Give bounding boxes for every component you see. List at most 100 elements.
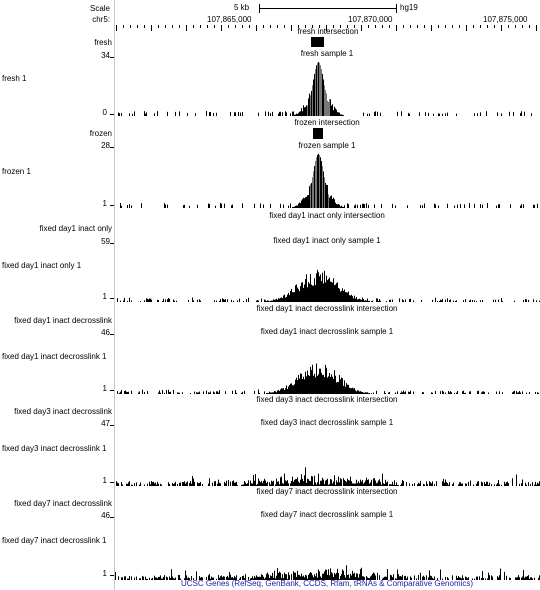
signal-bar: [501, 484, 502, 486]
sample-label[interactable]: fresh sample 1: [300, 49, 354, 58]
intersection-block[interactable]: [311, 37, 324, 47]
signal-bar: [260, 577, 261, 580]
signal-bar: [264, 299, 265, 302]
signal-bar: [354, 295, 355, 302]
signal-bar: [429, 481, 430, 486]
signal-bar: [395, 578, 396, 580]
signal-bar: [497, 112, 498, 116]
signal-bar: [147, 483, 148, 486]
intersection-label[interactable]: fixed day7 inact decrosslink intersectio…: [256, 487, 398, 496]
signal-bar: [327, 478, 328, 486]
track-short-label[interactable]: fixed day1 inact only: [39, 224, 113, 233]
signal-bar: [184, 204, 185, 208]
intersection-label[interactable]: fixed day1 inact decrosslink intersectio…: [256, 304, 398, 313]
signal-bar: [437, 301, 438, 302]
signal-track-fresh[interactable]: [115, 58, 540, 116]
signal-bar: [324, 571, 325, 580]
intersection-label[interactable]: fixed day1 inact only intersection: [269, 211, 385, 220]
signal-bar: [333, 110, 334, 116]
track-short-label[interactable]: frozen: [89, 129, 112, 138]
signal-bar: [167, 111, 168, 116]
signal-bar: [285, 111, 286, 116]
signal-bar: [369, 300, 370, 302]
intersection-label[interactable]: fixed day3 inact decrosslink intersectio…: [256, 395, 398, 404]
ucsc-genes-link[interactable]: UCSC Genes (RefSeq, GenBank, CCDS, Rfam,…: [180, 579, 474, 588]
sample-label[interactable]: fixed day3 inact decrosslink sample 1: [260, 418, 394, 427]
signal-bar: [219, 300, 220, 302]
signal-bar: [358, 481, 359, 486]
signal-bar: [529, 392, 530, 394]
signal-bar: [157, 578, 158, 580]
track-long-label[interactable]: fresh 1: [2, 74, 27, 83]
signal-bar: [199, 482, 200, 486]
sample-label[interactable]: fixed day7 inact decrosslink sample 1: [260, 510, 394, 519]
signal-bar: [176, 300, 177, 302]
signal-bar: [334, 106, 335, 116]
sample-label[interactable]: fixed day1 inact only sample 1: [273, 236, 381, 245]
signal-bar: [134, 483, 135, 486]
signal-bar: [496, 391, 497, 394]
sample-label[interactable]: frozen sample 1: [298, 141, 356, 150]
track-short-label[interactable]: fixed day3 inact decrosslink: [14, 407, 112, 416]
signal-bar: [197, 482, 198, 486]
track-long-label[interactable]: fixed day7 inact decrosslink 1: [2, 536, 107, 545]
intersection-label[interactable]: fresh intersection: [297, 27, 359, 36]
position-label-2: 107,870,000: [348, 15, 393, 24]
signal-bar: [330, 99, 331, 116]
signal-bar: [201, 577, 202, 580]
signal-bar: [488, 572, 489, 580]
signal-bar: [189, 578, 190, 580]
signal-bar: [301, 200, 302, 208]
signal-bar: [226, 480, 227, 486]
signal-track-fixed-day1-inact-decrosslink[interactable]: [115, 338, 540, 394]
signal-bar: [301, 573, 302, 580]
signal-bar: [290, 203, 291, 208]
signal-bar: [264, 391, 265, 394]
signal-bar: [319, 571, 320, 580]
signal-bar: [433, 578, 434, 580]
signal-bar: [199, 391, 200, 394]
signal-bar: [322, 375, 323, 394]
signal-bar: [346, 383, 347, 394]
track-long-label[interactable]: frozen 1: [2, 167, 31, 176]
signal-bar: [389, 391, 390, 394]
intersection-label[interactable]: frozen intersection: [294, 118, 360, 127]
signal-bar: [284, 294, 285, 302]
ruler-tick: [193, 25, 194, 28]
signal-bar: [173, 484, 174, 486]
position-ruler[interactable]: [116, 25, 538, 31]
signal-bar: [449, 482, 450, 486]
signal-track-fixed-day1-inact-only[interactable]: [115, 246, 540, 302]
signal-bar: [149, 577, 150, 580]
signal-bar: [492, 576, 493, 580]
signal-bar: [376, 483, 377, 486]
signal-bar: [384, 576, 385, 580]
signal-bar: [425, 112, 426, 116]
signal-track-fixed-day3-inact-decrosslink[interactable]: [115, 430, 540, 486]
signal-bar: [127, 300, 128, 302]
signal-bar: [147, 298, 148, 302]
track-max-label: 59: [101, 237, 110, 246]
track-long-label[interactable]: fixed day3 inact decrosslink 1: [2, 444, 107, 453]
track-long-label[interactable]: fixed day1 inact only 1: [2, 261, 82, 270]
track-short-label[interactable]: fresh: [94, 38, 112, 47]
signal-bar: [270, 300, 271, 302]
signal-bar: [218, 392, 219, 394]
ruler-tick: [452, 25, 453, 28]
signal-bar: [131, 300, 132, 302]
sample-label[interactable]: fixed day1 inact decrosslink sample 1: [260, 327, 394, 336]
signal-bar: [318, 154, 319, 208]
signal-bar: [420, 205, 421, 208]
track-short-label[interactable]: fixed day1 inact decrosslink: [14, 316, 112, 325]
signal-bar: [256, 484, 257, 486]
signal-bar: [340, 379, 341, 394]
intersection-block[interactable]: [313, 128, 323, 139]
signal-bar: [403, 300, 404, 302]
signal-bar: [401, 111, 402, 116]
track-short-label[interactable]: fixed day7 inact decrosslink: [14, 499, 112, 508]
signal-bar: [323, 171, 324, 208]
signal-bar: [118, 483, 119, 486]
signal-track-fixed-day7-inact-decrosslink[interactable]: [115, 522, 540, 580]
track-long-label[interactable]: fixed day1 inact decrosslink 1: [2, 352, 107, 361]
signal-track-frozen[interactable]: [115, 150, 540, 208]
